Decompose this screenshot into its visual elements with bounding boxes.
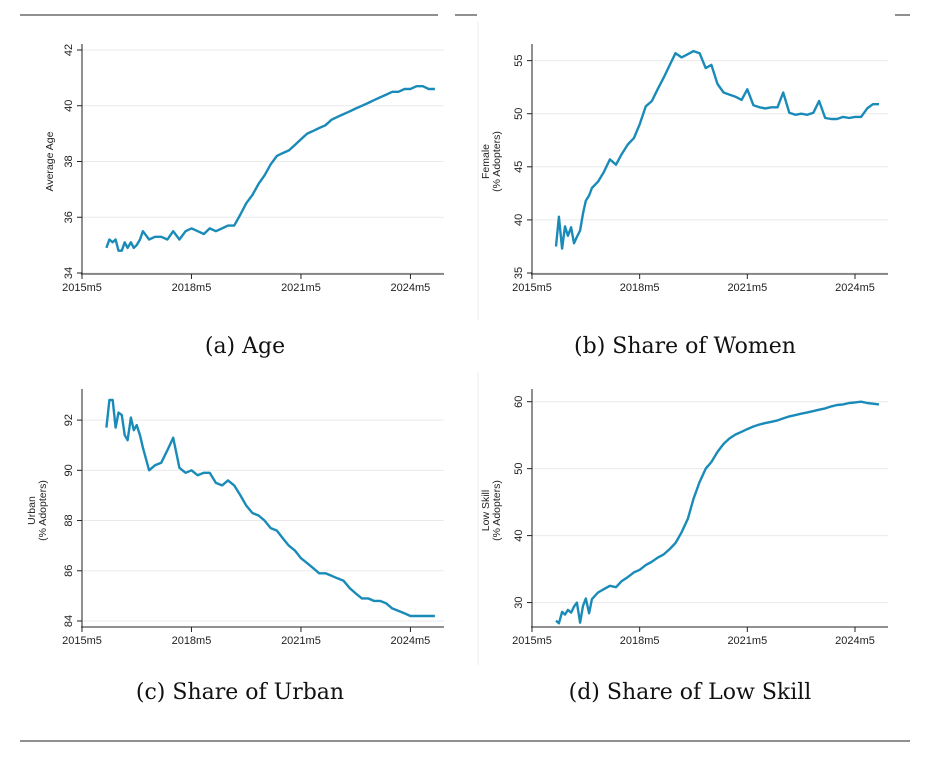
y-tick-label: 88 [63, 514, 75, 526]
chart-panel-low-skill: 30 40 50 60 2015m5 2018m5 2021m5 2024m5 Low Skil… [480, 389, 888, 647]
x-tick-label: 2024m5 [391, 282, 431, 294]
y-tick-label: 42 [63, 44, 75, 56]
caption-age: (a) Age [204, 334, 286, 359]
x-tick-label: 2015m5 [62, 635, 102, 647]
y-tick-label: 40 [513, 214, 525, 226]
y-axis-label: (% Adopters) [37, 480, 49, 541]
y-tick-label: 34 [63, 267, 75, 279]
chart-panel-women: 35 40 45 50 55 2015m5 2018m5 2021m5 2024m5 Female… [480, 44, 888, 294]
chart-panel-age: 34 36 38 40 42 2015m5 2018m5 2021m5 2024m5 Averag… [44, 44, 444, 294]
x-tick-label: 2024m5 [391, 635, 431, 647]
x-tick-label: 2024m5 [835, 635, 875, 647]
x-tick-label: 2015m5 [62, 282, 102, 294]
y-tick-label: 38 [63, 155, 75, 167]
y-axis-label: (% Adopters) [491, 131, 503, 192]
x-tick-label: 2021m5 [281, 282, 321, 294]
y-axis-label: Low Skill [480, 490, 492, 531]
series-line [555, 400, 880, 625]
y-tick-label: 36 [63, 211, 75, 223]
x-tick-label: 2018m5 [620, 635, 660, 647]
y-tick-label: 30 [513, 596, 525, 608]
y-tick-label: 55 [513, 54, 525, 66]
y-tick-label: 40 [513, 529, 525, 541]
x-tick-label: 2018m5 [172, 282, 212, 294]
x-tick-label: 2021m5 [727, 635, 767, 647]
series-line [554, 49, 879, 250]
x-tick-label: 2018m5 [172, 635, 212, 647]
x-tick-label: 2015m5 [512, 282, 552, 294]
x-tick-label: 2024m5 [835, 282, 875, 294]
y-tick-label: 92 [63, 414, 75, 426]
y-tick-label: 84 [63, 615, 75, 627]
caption-share-of-low-skill: (d) Share of Low Skill [568, 680, 812, 705]
y-tick-label: 50 [513, 463, 525, 475]
y-tick-label: 60 [513, 396, 525, 408]
y-tick-label: 45 [513, 161, 525, 173]
series-line [105, 398, 435, 618]
y-axis-label: (% Adopters) [491, 480, 503, 541]
caption-share-of-women: (b) Share of Women [574, 334, 796, 359]
series-line [105, 85, 435, 252]
y-tick-label: 86 [63, 565, 75, 577]
x-tick-label: 2018m5 [620, 282, 660, 294]
y-tick-label: 50 [513, 108, 525, 120]
y-tick-label: 35 [513, 267, 525, 279]
y-axis-label: Female [480, 144, 492, 179]
x-tick-label: 2015m5 [512, 635, 552, 647]
y-tick-label: 40 [63, 100, 75, 112]
x-tick-label: 2021m5 [727, 282, 767, 294]
y-axis-label: Urban [26, 496, 38, 525]
caption-share-of-urban: (c) Share of Urban [135, 680, 345, 705]
x-tick-label: 2021m5 [281, 635, 321, 647]
y-axis-label: Average Age [44, 131, 56, 191]
chart-panel-urban: 84 86 88 90 92 2015m5 2018m5 2021m5 2024m5 Urban(… [26, 389, 444, 647]
y-tick-label: 90 [63, 464, 75, 476]
